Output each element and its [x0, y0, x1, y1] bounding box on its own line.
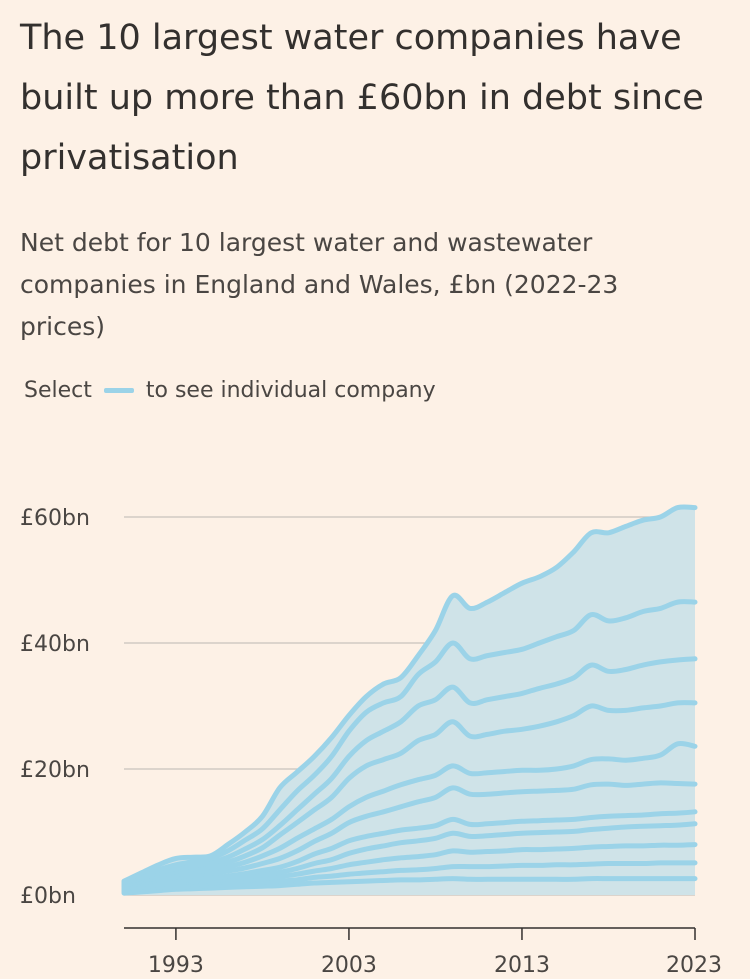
company-line[interactable]	[121, 780, 698, 890]
legend-prefix: Select	[24, 377, 92, 403]
chart-title: The 10 largest water companies have buil…	[20, 18, 704, 178]
company-line[interactable]	[121, 599, 698, 885]
y-tick-label: £40bn	[20, 632, 90, 657]
y-tick-label: £60bn	[20, 506, 90, 531]
company-line[interactable]	[121, 504, 698, 884]
company-line[interactable]	[121, 821, 698, 892]
area-fill	[124, 506, 695, 895]
x-tick-label: 1993	[148, 953, 204, 978]
legend-suffix: to see individual company	[145, 377, 436, 403]
legend-swatch[interactable]	[103, 387, 134, 393]
y-tick-label: £20bn	[20, 758, 90, 783]
company-line[interactable]	[121, 740, 698, 889]
chart-subtitle: Net debt for 10 largest water and wastew…	[20, 228, 619, 341]
company-line[interactable]	[121, 700, 698, 888]
company-line[interactable]	[121, 809, 698, 891]
company-line[interactable]	[121, 876, 698, 896]
company-line[interactable]	[121, 860, 698, 895]
x-tick-label: 2013	[494, 953, 550, 978]
chart: £0bn £20bn £40bn £60bn 1993 2003 2013 2023	[20, 504, 722, 978]
y-tick-label: £0bn	[20, 884, 76, 909]
company-line[interactable]	[121, 656, 698, 887]
x-tick-label: 2023	[666, 953, 722, 978]
legend: Select to see individual company	[24, 373, 436, 407]
x-tick-label: 2003	[321, 953, 377, 978]
